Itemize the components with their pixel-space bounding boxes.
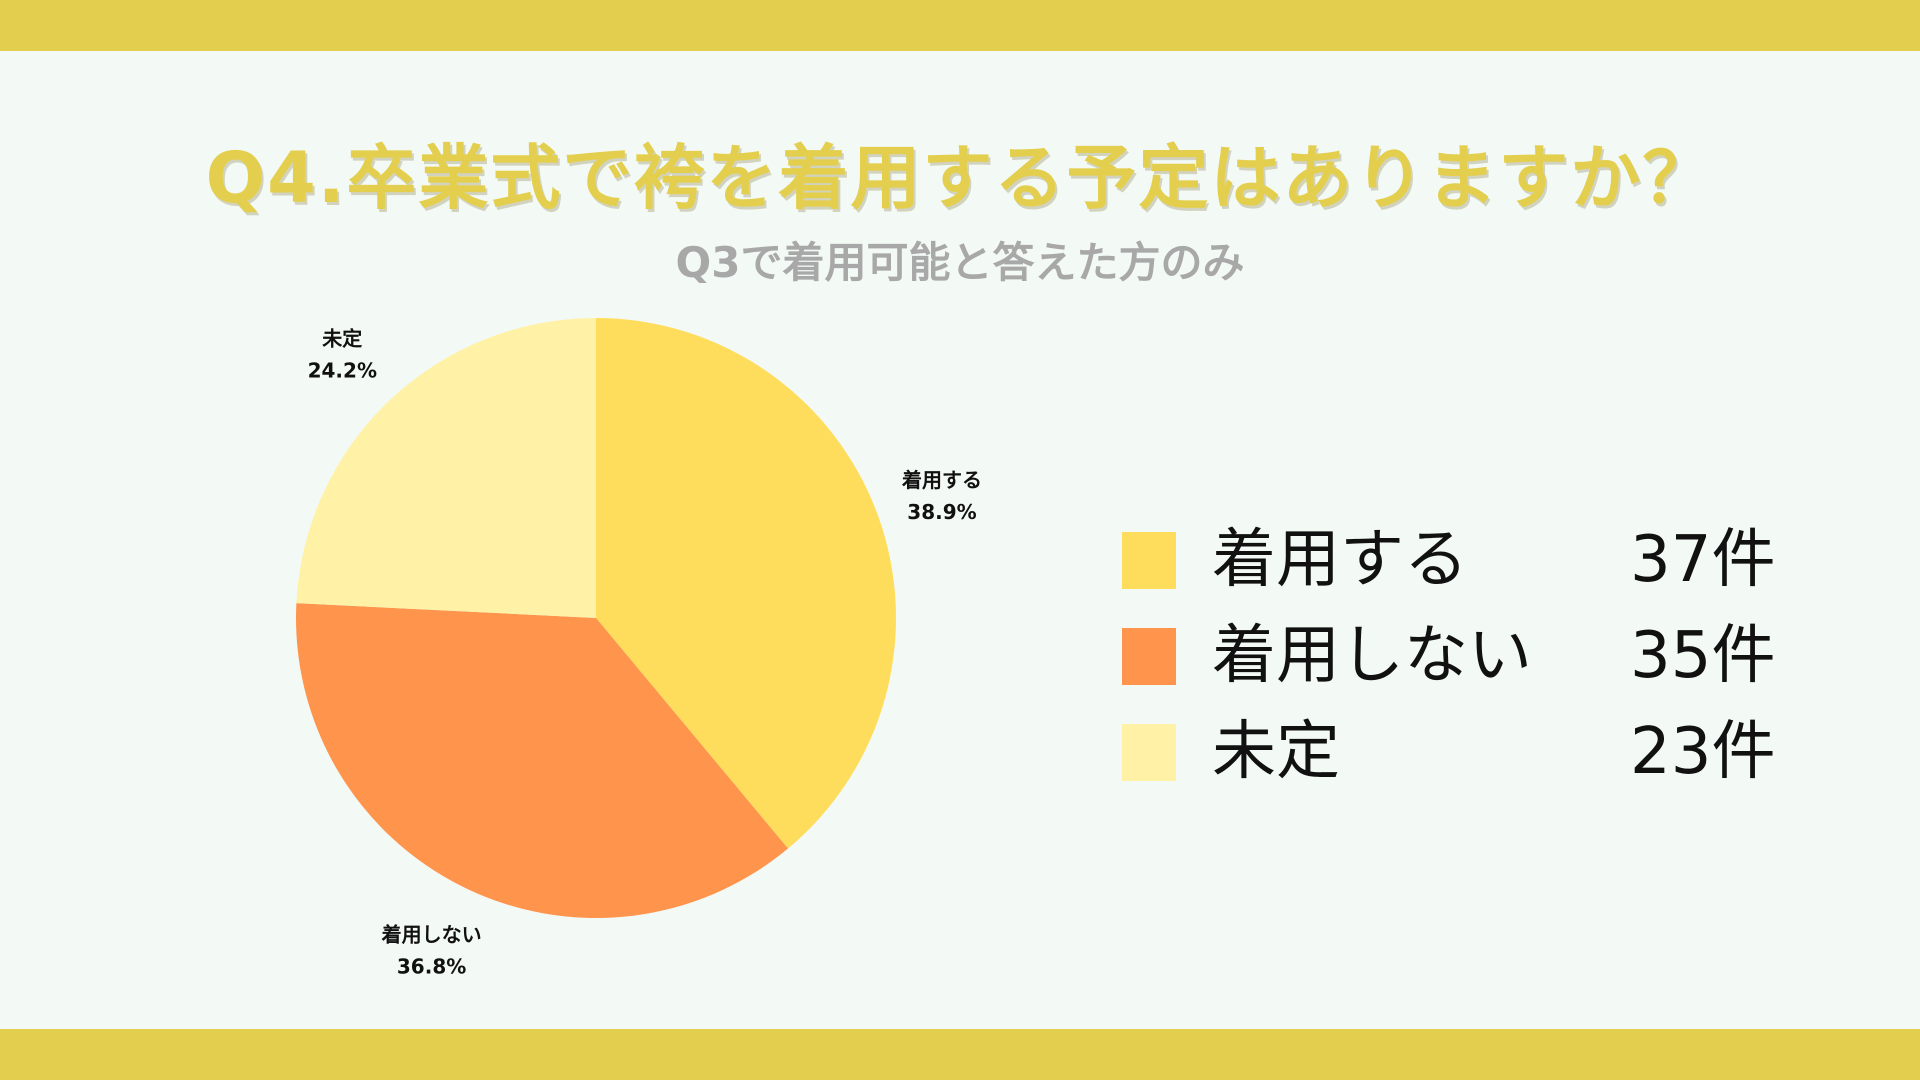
slice-wear xyxy=(596,318,896,849)
slice-label-percent: 36.8% xyxy=(397,954,466,978)
legend-label: 未定 xyxy=(1212,715,1340,789)
legend-swatch xyxy=(1122,628,1176,685)
slice-not-wear xyxy=(296,603,788,918)
legend-count: 35件 xyxy=(1630,619,1776,693)
slice-label-percent: 24.2% xyxy=(308,358,377,382)
bottom-band xyxy=(0,1029,1920,1080)
label-wear: 着用する 38.9% xyxy=(901,468,982,524)
slice-label-percent: 38.9% xyxy=(907,500,976,524)
legend-item-not-wear: 着用しない 35件 xyxy=(1122,616,1802,712)
slice-undecided xyxy=(296,318,596,618)
legend: 着用する 37件 着用しない 35件 未定 23件 xyxy=(1122,520,1802,808)
legend-count: 23件 xyxy=(1630,715,1776,789)
slice-label-category: 未定 xyxy=(322,326,362,350)
slice-label-category: 着用しない xyxy=(381,922,482,946)
legend-item-wear: 着用する 37件 xyxy=(1122,520,1802,616)
legend-count: 37件 xyxy=(1630,523,1776,597)
chart-title: Q4.卒業式で袴を着用する予定はありますか？ xyxy=(205,137,1715,219)
legend-label: 着用する xyxy=(1212,523,1468,597)
legend-swatch xyxy=(1122,532,1176,589)
label-not-wear: 着用しない 36.8% xyxy=(381,922,482,978)
chart-subtitle: Q3で着用可能と答えた方のみ xyxy=(675,238,1245,287)
legend-item-undecided: 未定 23件 xyxy=(1122,712,1802,808)
slice-label-category: 着用する xyxy=(901,468,982,492)
top-band xyxy=(0,0,1920,51)
label-undecided: 未定 24.2% xyxy=(308,326,377,382)
legend-swatch xyxy=(1122,724,1176,781)
legend-label: 着用しない xyxy=(1212,619,1532,693)
